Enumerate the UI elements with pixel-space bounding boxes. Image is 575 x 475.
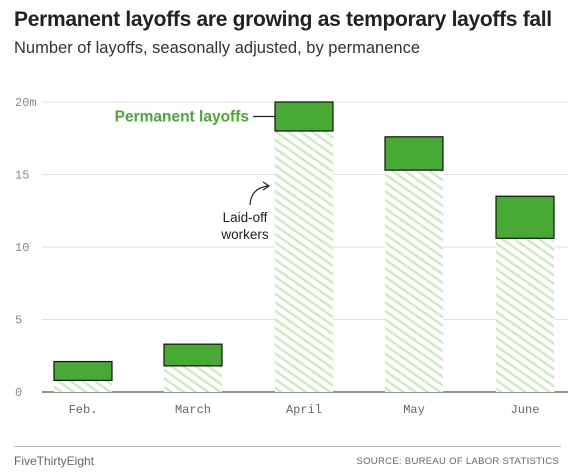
x-tick-label: April [286, 403, 322, 417]
chart-subtitle: Number of layoffs, seasonally adjusted, … [14, 39, 421, 57]
brand-label: FiveThirtyEight [14, 454, 95, 468]
permanent-layoffs-annotation: Permanent layoffs [115, 109, 249, 126]
permanent-bar [53, 360, 113, 381]
laid-off-bar [496, 238, 554, 392]
source-label: SOURCE: BUREAU OF LABOR STATISTICS [356, 456, 559, 467]
x-tick-label: March [175, 403, 211, 417]
chart-title: Permanent layoffs are growing as tempora… [14, 8, 552, 31]
laid-off-bar [275, 131, 333, 392]
x-tick-label: June [511, 403, 540, 417]
permanent-bar [384, 136, 444, 171]
y-tick-label: 0 [15, 386, 22, 400]
y-tick-label: 20m [15, 96, 37, 110]
y-tick-label: 5 [15, 314, 22, 328]
annotation-arrow [249, 185, 269, 206]
laid-off-workers-annotation: workers [220, 227, 269, 242]
laid-off-bar [164, 365, 222, 392]
laid-off-bar [54, 380, 112, 392]
bar-chart: 0 5 10 15 20m Feb. March April May June Permanent… [15, 96, 568, 417]
laid-off-bar [385, 170, 443, 392]
x-tick-label: Feb. [69, 403, 98, 417]
arrow-head-icon [262, 181, 271, 191]
footer-divider [14, 446, 561, 447]
permanent-bar [163, 343, 223, 367]
permanent-bar [274, 101, 334, 132]
y-tick-label: 15 [15, 169, 29, 183]
permanent-bar [495, 195, 555, 239]
x-tick-label: May [403, 403, 425, 417]
y-tick-label: 10 [15, 241, 29, 255]
laid-off-workers-annotation: Laid-off [223, 210, 268, 225]
